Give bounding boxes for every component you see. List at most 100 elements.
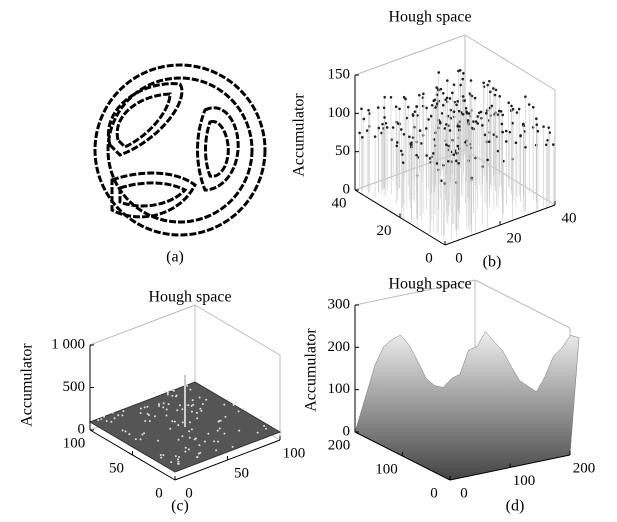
surface-dot (181, 408, 183, 410)
surface-dot (392, 126, 395, 129)
surface-dot (196, 412, 198, 414)
surface-dot (486, 84, 489, 87)
surface-dot (192, 399, 194, 401)
figure: (a) 0501001500204002040Hough spaceAccumu… (0, 0, 617, 522)
surface-dot (432, 152, 435, 155)
surface-dot (218, 420, 220, 422)
surface-dot (257, 432, 259, 434)
surface-dot (164, 391, 166, 393)
surface-dot (457, 145, 460, 148)
surface-dot (148, 414, 150, 416)
z-tick-label: 300 (328, 296, 351, 312)
surface-dot (498, 110, 501, 113)
surface-dot (433, 138, 436, 141)
surface-dot (223, 433, 225, 435)
surface-dot (184, 451, 186, 453)
box-edge (475, 280, 570, 328)
surface-dot (377, 127, 380, 130)
z-tick-label: 500 (63, 379, 86, 395)
surface-dot (410, 143, 413, 146)
box-edge (90, 305, 195, 345)
surface-dot (160, 457, 162, 459)
surface-dot (175, 395, 177, 397)
surface-dot (415, 105, 418, 108)
box-edge (195, 305, 280, 355)
surface-dot (432, 99, 435, 102)
surface-dot (449, 97, 452, 100)
surface-dot (166, 408, 168, 410)
z-tick-label: 150 (328, 66, 351, 82)
surface-dot (453, 83, 456, 86)
surface-dot (422, 92, 425, 95)
surface-dot (173, 390, 175, 392)
surface-dot (188, 430, 190, 432)
surface-dot (452, 153, 455, 156)
surface-dot (501, 123, 504, 126)
surface-dot (125, 430, 127, 432)
surface-dot (425, 154, 428, 157)
y-tick-label: 20 (507, 230, 522, 246)
surface-dot (510, 105, 513, 108)
surface-dot (381, 123, 384, 126)
surface-dot (419, 129, 422, 132)
surface-dot (446, 79, 449, 82)
z-axis-label: Accumulator (303, 328, 320, 412)
surface-dot (400, 128, 403, 131)
surface-dot (171, 395, 173, 397)
surface-dot (143, 432, 145, 434)
surface-dot (153, 392, 155, 394)
surface-dot (191, 411, 193, 413)
z-tick-label: 100 (328, 381, 351, 397)
surface-dot (205, 384, 207, 386)
surface-dot (128, 433, 130, 435)
surface-dot (437, 71, 440, 74)
surface-dot (177, 458, 179, 460)
surface-dot (485, 112, 488, 115)
surface-dot (167, 392, 169, 394)
surface-dot (383, 116, 386, 119)
surface-dot (535, 117, 538, 120)
panel-label: (d) (506, 498, 525, 515)
surface-dot (196, 417, 198, 419)
surface-dot (413, 126, 416, 129)
surface-dot (100, 418, 102, 420)
surface-dot (377, 106, 380, 109)
surface-dot (494, 111, 497, 114)
surface-dot (430, 115, 433, 118)
surface-dot (219, 427, 221, 429)
surface-dot (431, 104, 434, 107)
surface-dot (360, 108, 363, 111)
surface-dot (191, 428, 193, 430)
surface-dot (117, 414, 119, 416)
surface-dot (436, 93, 439, 96)
surface-dot (140, 408, 142, 410)
surface-dot (112, 412, 114, 414)
surface-dot (425, 107, 428, 110)
surface-dot (383, 106, 386, 109)
z-axis-label: Accumulator (291, 93, 308, 177)
surface-dot (204, 441, 206, 443)
z-tick-label: 100 (328, 105, 351, 121)
surface-dot (498, 95, 501, 98)
surface-dot (196, 456, 198, 458)
surface-dot (199, 397, 201, 399)
surface-dot (501, 131, 504, 134)
surface-dot (122, 410, 124, 412)
surface-dot (165, 415, 167, 417)
surface-dot (146, 406, 148, 408)
surface-dot (175, 455, 177, 457)
surface-dot (476, 122, 479, 125)
panel-label: (a) (166, 249, 184, 266)
x-tick-label: 0 (430, 485, 438, 501)
panel-label: (b) (483, 254, 502, 271)
surface-dot (412, 114, 415, 117)
surface-dot (198, 444, 200, 446)
surface-dot (442, 92, 445, 95)
surface-dot (162, 406, 164, 408)
z-axis-label: Accumulator (19, 343, 36, 427)
surface-dot (486, 159, 489, 162)
surface-dot (442, 104, 445, 107)
surface-dot (185, 447, 187, 449)
surface-dot (396, 141, 399, 144)
surface-dot (110, 421, 112, 423)
